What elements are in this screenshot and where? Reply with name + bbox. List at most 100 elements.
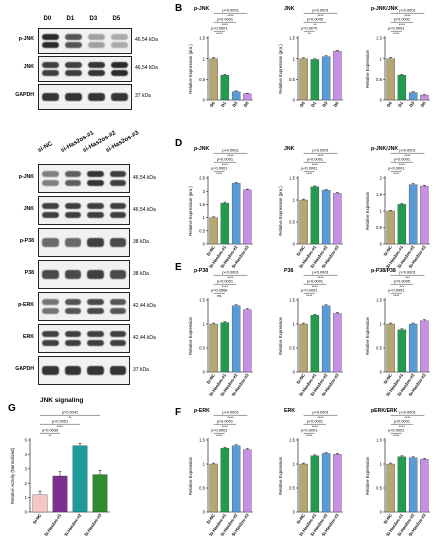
blot-kda-label: 38 kDa xyxy=(133,270,149,277)
y-tick-label: 1 xyxy=(203,322,206,327)
bar xyxy=(209,58,218,101)
significance-stars: **** xyxy=(317,275,324,280)
p-value-label: p<0.0001 xyxy=(222,8,238,13)
protein-band xyxy=(87,330,104,337)
bar xyxy=(397,329,407,373)
y-tick-label: 0.5 xyxy=(289,220,295,225)
blot-kda-label: 37 kDa xyxy=(135,93,151,99)
y-axis-label: Relative Expression xyxy=(188,316,193,355)
bar xyxy=(220,322,230,373)
significance-stars: **** xyxy=(227,13,234,18)
chart-title: JNK xyxy=(284,146,295,152)
x-category-label: Si-NC xyxy=(205,513,216,525)
x-category-label: D5 xyxy=(333,100,341,108)
p-value-label: p<0.0001 xyxy=(211,428,227,433)
p-value-label: p=0.0045 xyxy=(307,17,323,22)
y-tick-label: 1 xyxy=(380,322,383,327)
bar xyxy=(310,455,320,513)
y-tick-label: 1.5 xyxy=(199,438,205,443)
protein-band xyxy=(42,211,59,219)
y-axis-label: Relative Expression (pro.) xyxy=(188,44,193,94)
protein-band xyxy=(64,330,81,337)
protein-band xyxy=(109,237,126,248)
blot-row xyxy=(38,56,132,82)
p-value-label: p=0.0001 xyxy=(399,270,415,275)
bar xyxy=(310,59,320,101)
y-tick-label: 1 xyxy=(293,462,296,467)
significance-stars: **** xyxy=(312,162,319,167)
bar xyxy=(220,202,230,245)
bar xyxy=(220,448,230,513)
significance-stars: ** xyxy=(48,433,52,438)
x-category-label: Si-NC xyxy=(295,513,306,525)
protein-band xyxy=(87,170,104,177)
protein-band xyxy=(64,179,81,187)
chart-title: p-P38 xyxy=(194,268,208,274)
significance-stars: **** xyxy=(393,293,400,298)
protein-band xyxy=(109,298,126,305)
bar xyxy=(397,75,407,101)
y-tick-label: 1 xyxy=(293,56,296,61)
protein-band xyxy=(87,307,104,315)
blot-row xyxy=(38,292,130,321)
significance-stars: **** xyxy=(312,284,319,289)
bar xyxy=(220,75,230,101)
chart-title: p-JNK xyxy=(194,146,210,152)
blot-row xyxy=(38,84,132,110)
chart-5: p-JNK/JNK 0 0.5 1 1.5 2 Relative Expression Si-… xyxy=(365,146,430,269)
p-value-label: p<0.0001 xyxy=(399,8,415,13)
western-blot-c: si-NC si-Has2os-#1 si-Has2os-#2 si-Has2os-#… xyxy=(0,130,175,400)
protein-band xyxy=(111,70,128,76)
significance-stars: **** xyxy=(227,275,234,280)
x-category-label: Si-Has2os-#3 xyxy=(83,512,103,537)
chart-title: p-JNK/JNK xyxy=(371,146,398,152)
p-value-label: p=0.0005 xyxy=(394,279,410,284)
blot-row-label: p-JNK xyxy=(18,173,34,180)
p-value-label: p<0.0001 xyxy=(301,428,317,433)
blot-row-label: JNK xyxy=(23,64,34,70)
blot-row-label: p-ERK xyxy=(18,301,34,308)
blot-kda-label: 38 kDa xyxy=(133,238,149,245)
bar xyxy=(243,449,252,513)
blot-row xyxy=(38,28,132,54)
x-category-label: Si-NC xyxy=(382,513,393,525)
bar xyxy=(321,305,331,373)
protein-band xyxy=(88,92,105,102)
protein-band xyxy=(88,62,105,68)
y-tick-label: 1 xyxy=(25,495,28,500)
chart-12: JNK signaling 0 1 2 3 4 5 Relative Activity (No… xyxy=(10,397,110,537)
x-category-label: D3 xyxy=(321,100,329,108)
significance-stars: **** xyxy=(216,171,223,176)
y-tick-label: 1 xyxy=(293,322,296,327)
y-tick-label: 0 xyxy=(380,370,383,375)
chart-title: pERK/ERK xyxy=(371,408,398,414)
y-tick-label: 0 xyxy=(293,242,296,247)
y-tick-label: 1 xyxy=(380,462,383,467)
significance-stars: **** xyxy=(306,293,313,298)
blot-kda-label: 42,44 kDa xyxy=(133,334,156,341)
panel-label-f: F xyxy=(175,407,182,418)
protein-band xyxy=(88,42,105,48)
significance-stars: **** xyxy=(227,415,234,420)
panel-label-e: E xyxy=(175,262,182,273)
y-tick-label: 0 xyxy=(380,98,383,103)
y-tick-label: 1 xyxy=(293,198,296,203)
protein-band xyxy=(64,202,81,209)
p-value-label: p<0.0001 xyxy=(307,419,323,424)
bar xyxy=(72,445,88,513)
x-category-label: Si-NC xyxy=(382,245,393,257)
chart-title: p-JNK xyxy=(194,6,210,12)
bar xyxy=(299,323,308,373)
y-tick-label: 0.5 xyxy=(376,486,382,491)
p-value-label: p<0.0001 xyxy=(312,148,328,153)
p-value-label: p<0.0001 xyxy=(211,166,227,171)
y-axis-label: Relative Expression (pro.) xyxy=(278,186,283,236)
significance-stars: **** xyxy=(222,162,229,167)
significance-stars: **** xyxy=(317,13,324,18)
protein-band xyxy=(64,237,81,248)
chart-title: P38 xyxy=(284,268,293,274)
